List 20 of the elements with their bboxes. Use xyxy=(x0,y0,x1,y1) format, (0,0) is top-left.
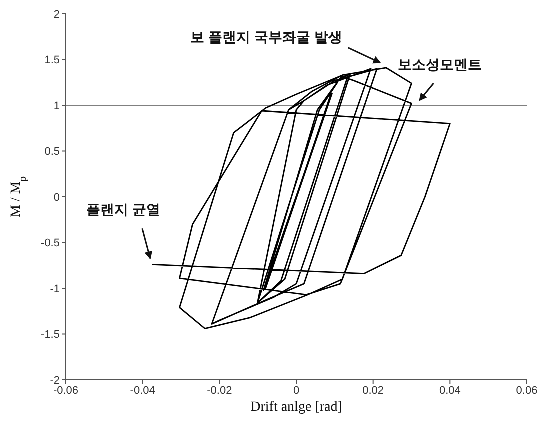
y-tick-label: 2 xyxy=(54,8,60,21)
x-tick-label: 0 xyxy=(293,384,300,397)
y-tick-label: -0.5 xyxy=(41,238,60,250)
annotation: 플랜지 균열 xyxy=(86,202,160,218)
x-tick-label: 0.04 xyxy=(439,384,461,397)
x-tick-label: -0.06 xyxy=(53,384,79,397)
y-tick-label: -1 xyxy=(50,283,60,296)
annotation: 보 플랜지 국부좌굴 발생 xyxy=(190,28,342,45)
x-tick-label: 0.06 xyxy=(516,384,538,397)
y-tick-label: 0.5 xyxy=(44,146,60,158)
x-tick-label: -0.04 xyxy=(130,384,156,397)
y-tick-label: 1.5 xyxy=(44,54,60,67)
x-tick-label: -0.02 xyxy=(207,384,232,397)
annotation: 보소성모멘트 xyxy=(398,56,482,72)
y-tick-label: 0 xyxy=(54,192,60,204)
y-tick-label: -1.5 xyxy=(41,329,60,342)
x-axis-title: Drift anlge [rad] xyxy=(250,400,342,415)
x-tick-label: 0.02 xyxy=(362,384,384,397)
y-tick-label: 1 xyxy=(54,100,60,112)
y-tick-label: -2 xyxy=(50,374,60,387)
